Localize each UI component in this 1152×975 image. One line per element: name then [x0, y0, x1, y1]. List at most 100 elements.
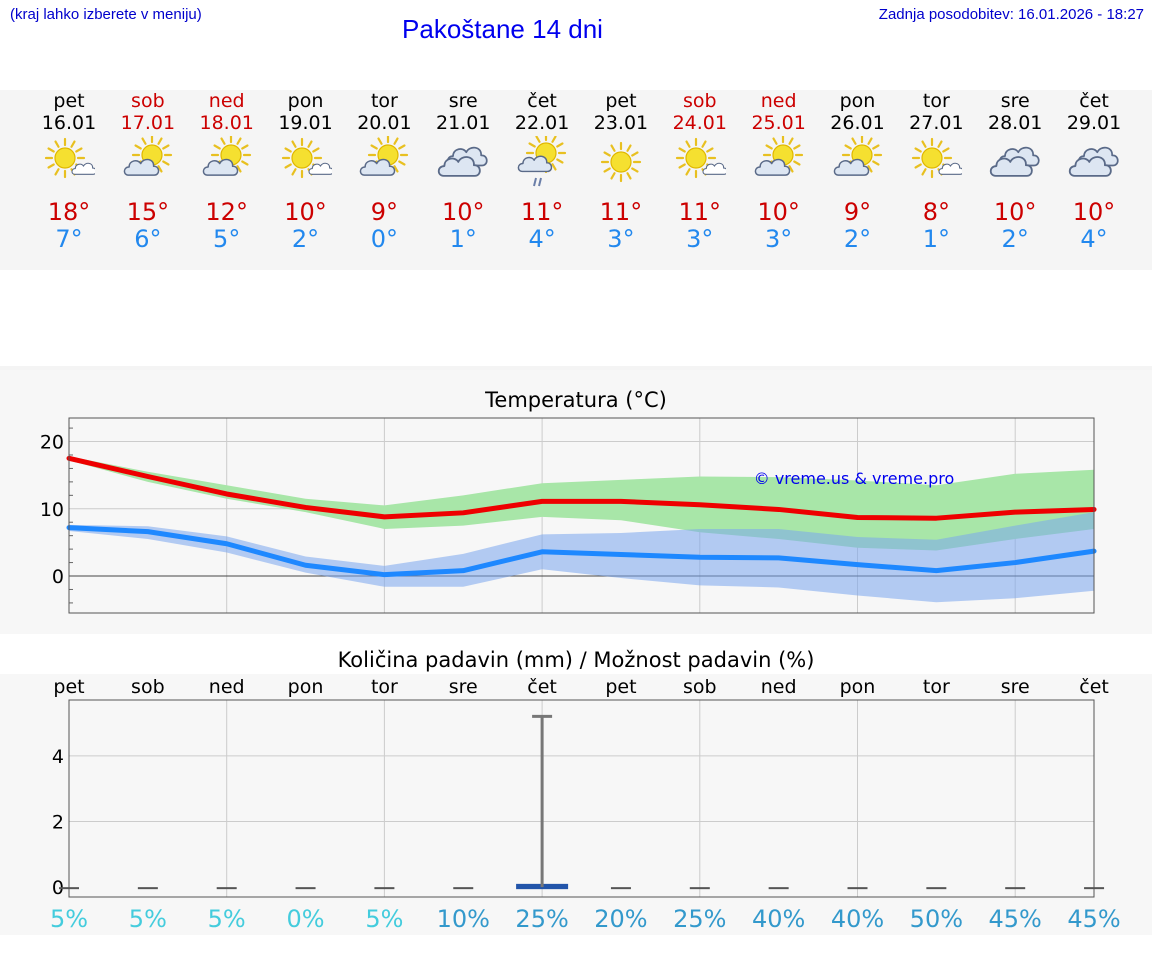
day-date: 23.01 — [593, 112, 649, 134]
precip-bar — [610, 887, 631, 890]
day-name: ned — [208, 90, 245, 112]
x-category-label: sre — [1001, 676, 1030, 698]
min-temp: 1° — [449, 225, 477, 253]
precip-chance-label: 45% — [989, 905, 1042, 933]
precip-bar — [689, 887, 710, 890]
sun-cloud-icon — [202, 136, 251, 176]
day-date: 29.01 — [1066, 112, 1122, 134]
min-temp: 2° — [291, 225, 320, 253]
cloudy-icon — [1068, 146, 1119, 177]
max-temp: 10° — [1072, 198, 1116, 226]
x-category-label: sob — [131, 676, 165, 698]
min-temp: 3° — [765, 225, 793, 253]
precip-bar — [295, 887, 316, 890]
x-category-label: tor — [371, 676, 398, 698]
y-tick-label: 2 — [52, 811, 64, 833]
x-category-label: pet — [53, 676, 84, 698]
min-temp: 0° — [370, 225, 399, 253]
max-temp: 10° — [441, 198, 485, 226]
last-updated: Zadnja posodobitev: 16.01.2026 - 18:27 — [878, 6, 1144, 23]
day-date: 27.01 — [909, 112, 964, 134]
day-date: 24.01 — [672, 112, 727, 134]
x-category-label: sob — [683, 676, 717, 698]
partly-cloudy-icon — [912, 137, 963, 179]
day-date: 18.01 — [199, 112, 254, 134]
max-temp: 18° — [47, 198, 91, 226]
y-tick-label: 0 — [52, 877, 64, 899]
y-tick-label: 10 — [40, 499, 64, 521]
sun-cloud-rain-icon — [517, 136, 567, 187]
x-category-label: ned — [761, 676, 797, 698]
day-name: pon — [287, 90, 324, 112]
x-category-label: pon — [840, 676, 876, 698]
x-category-label: tor — [923, 676, 950, 698]
precipitation-chart-title: Količina padavin (mm) / Možnost padavin … — [337, 648, 815, 672]
watermark: © vreme.us & vreme.pro — [754, 469, 955, 488]
sun-cloud-icon — [123, 136, 172, 176]
max-temp: 12° — [205, 198, 248, 226]
max-temp: 11° — [599, 198, 643, 226]
max-temp: 11° — [678, 198, 722, 226]
min-temp-range-band — [69, 512, 1095, 603]
sun-cloud-icon — [754, 136, 803, 176]
day-name: čet — [527, 90, 557, 112]
precip-bar — [847, 887, 868, 890]
page-title: Pakoštane 14 dni — [402, 14, 603, 44]
max-temp-line — [66, 455, 1097, 521]
max-temp: 10° — [993, 198, 1037, 226]
precip-chance-label: 5% — [50, 905, 88, 933]
min-temp: 4° — [1080, 225, 1108, 253]
daily-forecast-strip: pet 16.01 18° 7° sob 17.01 15° 6° ned 18.01 12° 5° p… — [0, 90, 1152, 270]
max-temp: 8° — [922, 198, 950, 226]
min-temp: 7° — [55, 225, 83, 253]
day-name: pet — [605, 90, 637, 112]
sun-cloud-icon — [833, 136, 882, 176]
day-date: 16.01 — [41, 112, 97, 134]
precip-bar — [374, 887, 395, 890]
max-temp: 9° — [843, 198, 872, 226]
x-category-label: čet — [1079, 676, 1109, 698]
precip-chance-label: 5% — [208, 905, 246, 933]
precip-chance-label: 20% — [594, 905, 647, 933]
precip-chance-label: 40% — [831, 905, 884, 933]
max-temp: 11° — [520, 198, 564, 226]
day-name: sre — [448, 90, 478, 112]
max-temp: 15° — [126, 198, 170, 226]
day-name: ned — [760, 90, 797, 112]
x-category-label: čet — [527, 676, 557, 698]
day-date: 25.01 — [751, 112, 806, 134]
precip-chance-label: 0% — [287, 905, 325, 933]
day-name: tor — [370, 90, 398, 112]
partly-cloudy-icon — [675, 137, 726, 179]
temperature-chart: 0 10 20 © vreme.us & vreme.pro — [40, 417, 1097, 614]
sun-cloud-icon — [360, 136, 409, 176]
precip-bar — [1005, 887, 1026, 890]
precip-bar — [926, 887, 947, 890]
y-tick-label: 0 — [52, 566, 64, 588]
day-date: 20.01 — [357, 112, 412, 134]
day-name: tor — [922, 90, 950, 112]
max-temp: 10° — [284, 198, 327, 226]
precip-chance-label: 50% — [910, 905, 963, 933]
plot-frame — [68, 417, 1095, 614]
partly-cloudy-icon — [281, 137, 332, 179]
day-name: sob — [683, 90, 717, 112]
precip-bar — [453, 887, 474, 890]
cloudy-icon — [990, 146, 1040, 177]
x-category-label: pon — [288, 676, 324, 698]
x-category-label: sre — [449, 676, 478, 698]
min-temp: 5° — [213, 225, 241, 253]
precip-chance-label: 25% — [673, 905, 726, 933]
precip-bar — [768, 887, 789, 890]
max-temp: 10° — [757, 198, 800, 226]
day-date: 17.01 — [120, 112, 176, 134]
min-temp: 4° — [528, 225, 556, 253]
min-temp: 3° — [686, 225, 714, 253]
temperature-chart-title: Temperatura (°C) — [485, 388, 667, 412]
day-name: pet — [53, 90, 85, 112]
region-hint: (kraj lahko izberete v meniju) — [10, 6, 202, 23]
min-temp: 2° — [843, 225, 872, 253]
day-name: pon — [839, 90, 876, 112]
max-temp: 9° — [370, 198, 399, 226]
min-temp: 1° — [922, 225, 950, 253]
